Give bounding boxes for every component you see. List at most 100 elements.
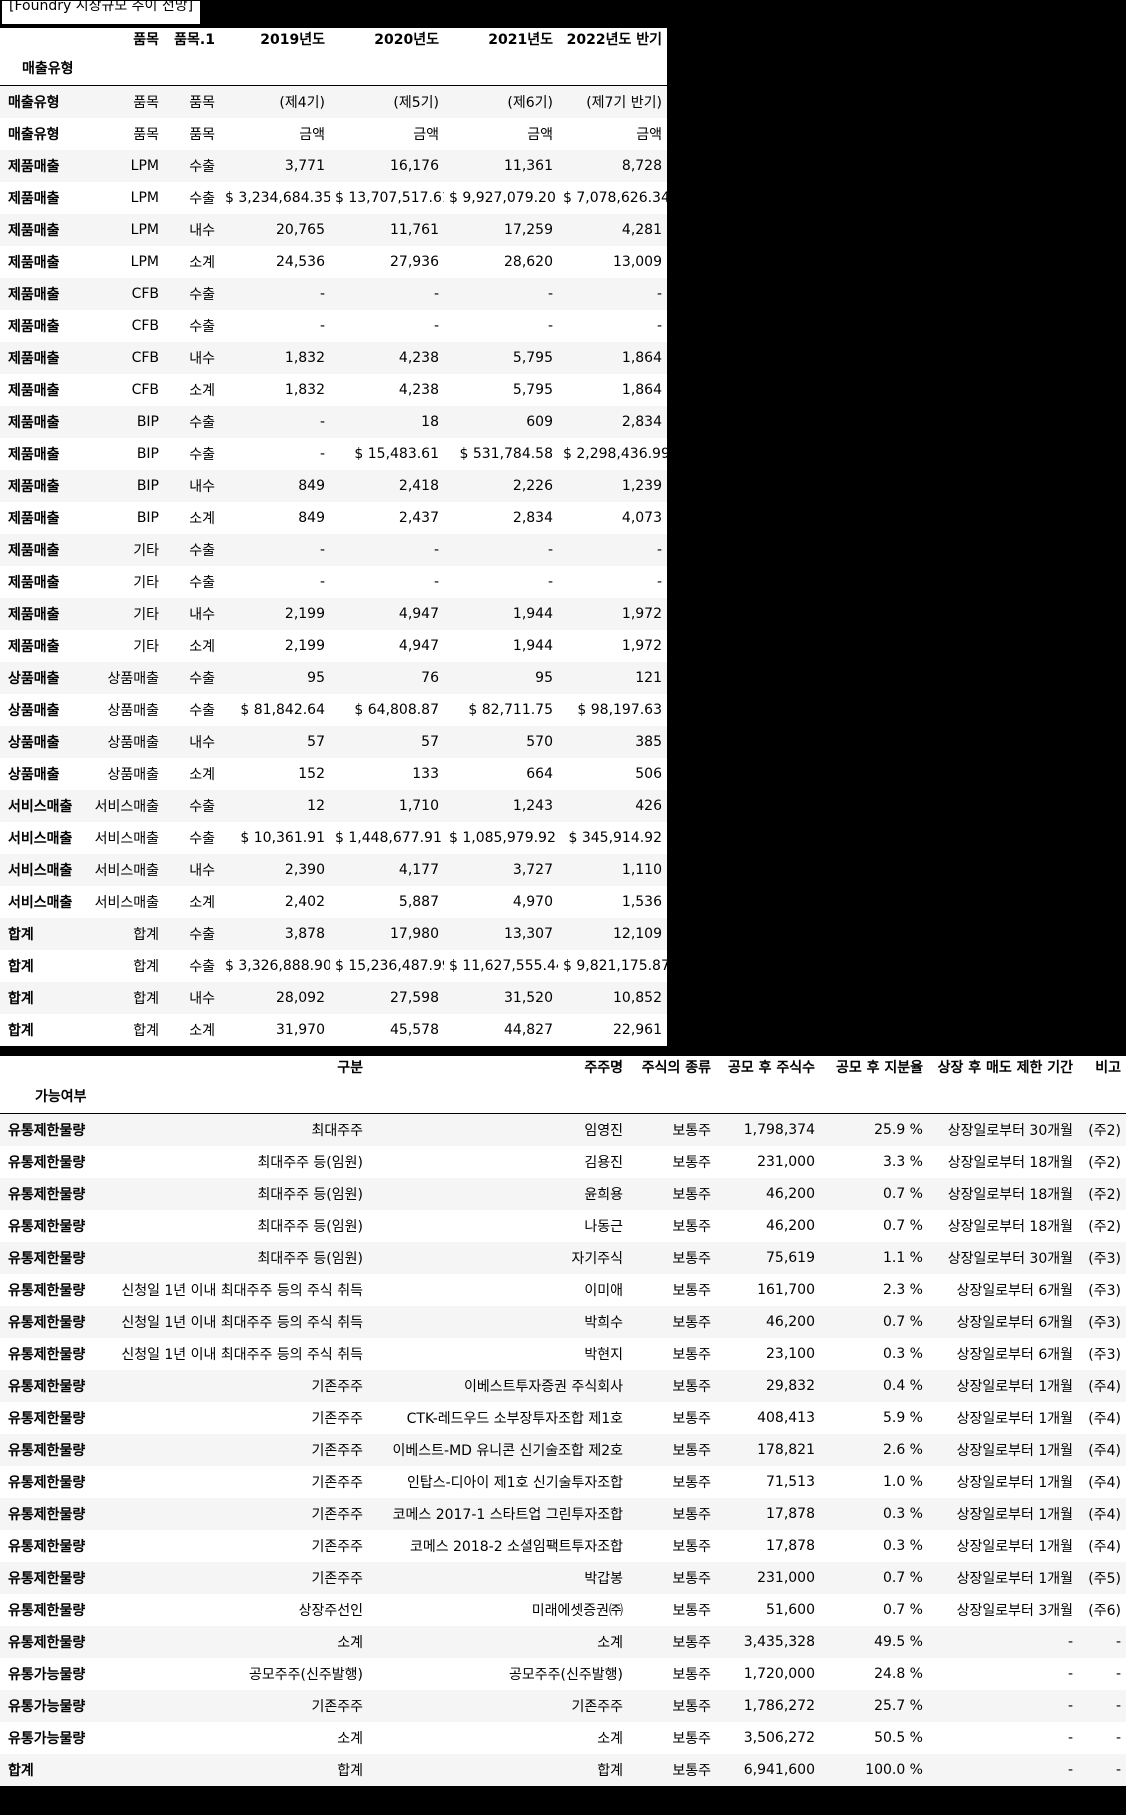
table-cell: 수출: [189, 703, 215, 719]
table-cell: 최대주주 등(임원): [257, 1187, 363, 1203]
table-cell: 상장일로부터 6개월: [956, 1283, 1073, 1299]
table-row: 매출유형 품목 품목 (제4기) (제5기) (제6기) (제7기 반기): [0, 85, 667, 118]
table-cell: 28,620: [504, 254, 553, 270]
table-cell: 최대주주: [311, 1123, 363, 1139]
column-header: 주식의 종류: [641, 1060, 711, 1076]
table-row: 제품매출 BIP 수출 - 18 609 2,834: [0, 406, 667, 438]
table-cell: 0.3 %: [882, 1346, 923, 1362]
table-cell: CFB: [131, 382, 159, 398]
table-cell: 46,200: [766, 1314, 815, 1330]
table-cell: 28,092: [276, 990, 325, 1006]
row-label: 유통제한물량: [8, 1315, 86, 1331]
table-cell: 231,000: [757, 1154, 815, 1170]
table-cell: $ 98,197.63: [577, 702, 662, 718]
table-cell: $ 1,085,979.92: [449, 830, 556, 846]
row-label: 유통제한물량: [8, 1507, 86, 1523]
table-cell: 상장일로부터 1개월: [956, 1443, 1073, 1459]
table-cell: 22,961: [613, 1022, 662, 1038]
table-row: 유통제한물량 기존주주 코메스 2018-2 소셜임팩트투자조합 보통주 17,878 0…: [0, 1530, 1126, 1562]
table-cell: 3,771: [284, 158, 325, 174]
row-label: 제품매출: [8, 223, 60, 239]
table-row: 유통제한물량 신청일 1년 이내 최대주주 등의 주식 취득 박희수 보통주 46,20…: [0, 1306, 1126, 1338]
table-body: 매출유형 품목 품목 (제4기) (제5기) (제6기) (제7기 반기) 매출유형 품목 품목 금…: [0, 85, 667, 1046]
table-cell: (주5): [1088, 1571, 1121, 1587]
table-cell: 849: [298, 478, 325, 494]
table-cell: 소계: [337, 1635, 363, 1651]
table-cell: -: [433, 286, 439, 302]
table-row: 서비스매출 서비스매출 수출 12 1,710 1,243 426: [0, 790, 667, 822]
table-row: 유통제한물량 기존주주 이베스트투자증권 주식회사 보통주 29,832 0.4 % 상장일…: [0, 1370, 1126, 1402]
table-cell: 이베스트투자증권 주식회사: [463, 1379, 623, 1395]
table-cell: 23,100: [766, 1346, 815, 1362]
table-cell: 합계: [133, 959, 159, 975]
table-cell: 서비스매출: [94, 863, 159, 879]
table-cell: 4,238: [398, 382, 439, 398]
table-cell: -: [547, 318, 553, 334]
row-label: 유통제한물량: [8, 1155, 86, 1171]
table-cell: 소계: [189, 895, 215, 911]
table-cell: 수출: [189, 927, 215, 943]
row-label: 제품매출: [8, 447, 60, 463]
table-cell: 보통주: [672, 1219, 711, 1235]
table-cell: 기타: [133, 607, 159, 623]
table-cell: 기존주주: [311, 1699, 363, 1715]
table-cell: 상장일로부터 1개월: [956, 1539, 1073, 1555]
row-label: 제품매출: [8, 543, 60, 559]
table-cell: 박현지: [584, 1347, 623, 1363]
table-cell: 상장주선인: [298, 1603, 363, 1619]
table-cell: 내수: [189, 351, 215, 367]
table-cell: 17,878: [766, 1538, 815, 1554]
table-cell: 2,199: [284, 638, 325, 654]
column-header: 구분: [337, 1060, 363, 1076]
table-cell: LPM: [130, 158, 159, 174]
table-cell: 보통주: [672, 1507, 711, 1523]
row-label: 매출유형: [8, 95, 60, 111]
table-cell: 3.3 %: [882, 1154, 923, 1170]
table-cell: 1.1 %: [882, 1250, 923, 1266]
table-cell: 수출: [189, 159, 215, 175]
table-cell: 합계: [133, 927, 159, 943]
table-row: 제품매출 기타 수출 - - - -: [0, 534, 667, 566]
table-cell: (주4): [1088, 1507, 1121, 1523]
row-label: 제품매출: [8, 607, 60, 623]
table-cell: $ 345,914.92: [568, 830, 662, 846]
table-cell: 소계: [189, 383, 215, 399]
table-row: 유통제한물량 최대주주 등(임원) 나동근 보통주 46,200 0.7 % 상장일로부터 …: [0, 1210, 1126, 1242]
table-cell: 2,418: [398, 478, 439, 494]
row-label: 매출유형: [8, 127, 60, 143]
table-cell: 윤희용: [584, 1187, 623, 1203]
row-label: 서비스매출: [8, 831, 73, 847]
index-name-header: 매출유형: [0, 51, 84, 86]
table-cell: 1,944: [512, 638, 553, 654]
table-cell: 408,413: [757, 1410, 815, 1426]
table-cell: 코메스 2017-1 스타트업 그린투자조합: [392, 1507, 623, 1523]
table-cell: 4,238: [398, 350, 439, 366]
row-label: 제품매출: [8, 639, 60, 655]
table-cell: -: [547, 286, 553, 302]
table-cell: 2,390: [284, 862, 325, 878]
table-cell: $ 11,627,555.44: [449, 958, 558, 974]
table-cell: 24.8 %: [874, 1666, 923, 1682]
table-cell: 178,821: [757, 1442, 815, 1458]
table-cell: 152: [298, 766, 325, 782]
table-row: 유통제한물량 최대주주 임영진 보통주 1,798,374 25.9 % 상장일로부터 30…: [0, 1113, 1126, 1146]
table-cell: 수출: [189, 831, 215, 847]
table-cell: BIP: [136, 414, 159, 430]
table-cell: -: [656, 318, 662, 334]
table-cell: 121: [635, 670, 662, 686]
table-cell: 385: [635, 734, 662, 750]
table-cell: $ 10,361.91: [240, 830, 325, 846]
table-cell: (주3): [1088, 1283, 1121, 1299]
row-label: 유통제한물량: [8, 1475, 86, 1491]
table-cell: 0.7 %: [882, 1602, 923, 1618]
table-cell: 내수: [189, 735, 215, 751]
table-cell: 506: [635, 766, 662, 782]
table-cell: 기타: [133, 575, 159, 591]
table-row: 제품매출 기타 수출 - - - -: [0, 566, 667, 598]
table-cell: 20,765: [276, 222, 325, 238]
table-cell: 25.9 %: [874, 1122, 923, 1138]
row-label: 제품매출: [8, 255, 60, 271]
table-cell: 상장일로부터 1개월: [956, 1379, 1073, 1395]
table-cell: 2.3 %: [882, 1282, 923, 1298]
column-header-row: 품목 품목.1 2019년도 2020년도 2021년도 2022년도 반기: [0, 28, 667, 51]
